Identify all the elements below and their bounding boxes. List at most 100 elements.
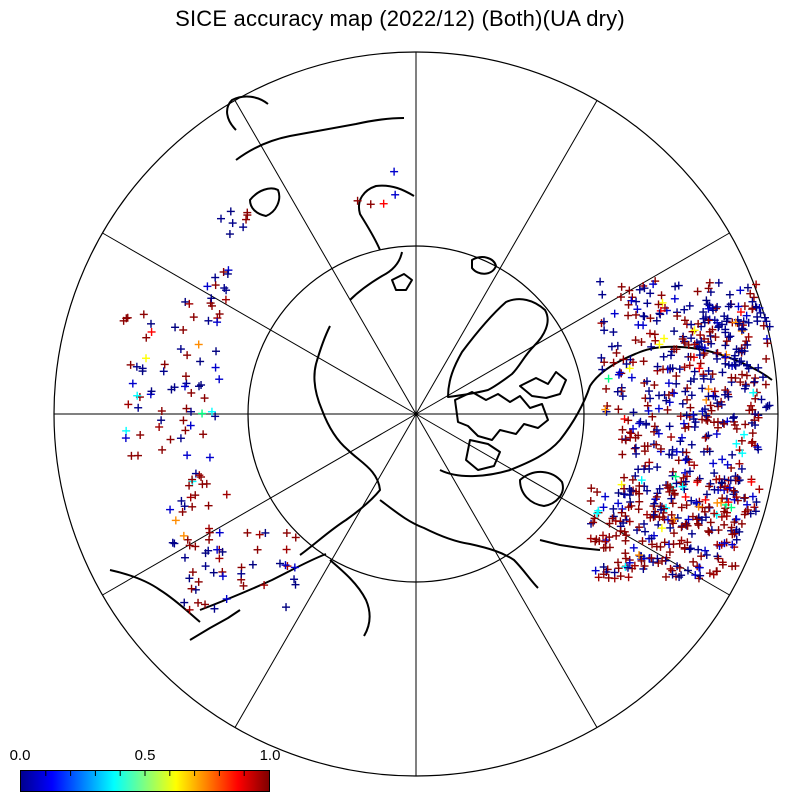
station-marker — [718, 560, 727, 569]
station-marker — [730, 412, 739, 421]
station-marker — [714, 526, 723, 535]
station-marker — [698, 415, 707, 424]
station-marker — [223, 269, 232, 278]
station-marker — [701, 513, 710, 522]
station-marker — [761, 380, 770, 389]
station-marker — [726, 332, 735, 341]
station-marker — [645, 329, 654, 338]
station-marker — [706, 375, 715, 384]
station-marker — [602, 384, 611, 393]
station-marker — [728, 540, 737, 549]
station-marker — [718, 455, 727, 464]
station-marker — [712, 475, 721, 484]
station-marker — [765, 401, 774, 410]
station-marker — [717, 400, 726, 409]
station-marker — [748, 437, 757, 446]
station-marker — [726, 476, 735, 485]
station-marker — [722, 337, 731, 346]
station-marker — [635, 489, 644, 498]
station-marker — [705, 447, 714, 456]
station-marker — [621, 554, 630, 563]
station-marker — [640, 465, 649, 474]
station-marker — [665, 398, 674, 407]
station-marker — [701, 433, 710, 442]
station-marker — [147, 327, 156, 336]
station-marker — [248, 560, 257, 569]
coastline-alaska — [379, 499, 539, 589]
station-marker — [763, 339, 772, 348]
station-marker — [601, 492, 610, 501]
station-marker — [695, 343, 704, 352]
station-marker — [222, 286, 231, 295]
station-marker — [612, 531, 621, 540]
station-marker — [687, 440, 696, 449]
station-marker — [644, 406, 653, 415]
coastline-europe-north — [235, 117, 405, 161]
station-marker — [205, 528, 214, 537]
station-marker — [696, 571, 705, 580]
station-marker — [736, 378, 745, 387]
station-marker — [237, 569, 246, 578]
station-marker — [194, 340, 203, 349]
station-marker — [637, 556, 646, 565]
station-marker — [721, 341, 730, 350]
station-marker — [680, 339, 689, 348]
station-marker — [660, 334, 669, 343]
station-marker — [166, 505, 175, 514]
station-marker — [709, 306, 718, 315]
station-marker — [748, 405, 757, 414]
station-marker — [715, 321, 724, 330]
station-marker — [727, 373, 736, 382]
station-marker — [734, 302, 743, 311]
station-marker — [741, 493, 750, 502]
station-marker — [142, 333, 151, 342]
station-marker — [650, 381, 659, 390]
station-marker — [670, 294, 679, 303]
station-marker — [680, 316, 689, 325]
station-marker — [748, 297, 757, 306]
station-marker — [720, 419, 729, 428]
station-marker — [614, 405, 623, 414]
station-marker — [215, 554, 224, 563]
station-marker — [587, 484, 596, 493]
station-marker — [703, 300, 712, 309]
station-marker — [635, 523, 644, 532]
station-marker — [634, 320, 643, 329]
station-marker — [744, 332, 753, 341]
station-marker — [700, 405, 709, 414]
station-marker — [738, 449, 747, 458]
station-marker — [178, 507, 187, 516]
station-marker — [639, 357, 648, 366]
station-marker — [712, 430, 721, 439]
station-marker — [617, 508, 626, 517]
station-marker — [599, 570, 608, 579]
station-marker — [179, 325, 188, 334]
station-marker — [672, 379, 681, 388]
station-marker — [713, 354, 722, 363]
station-marker — [225, 230, 234, 239]
station-marker — [186, 421, 195, 430]
station-marker — [625, 364, 634, 373]
station-marker — [729, 414, 738, 423]
station-marker — [620, 473, 629, 482]
station-marker — [711, 333, 720, 342]
station-marker — [605, 533, 614, 542]
station-marker — [683, 566, 692, 575]
station-marker — [714, 554, 723, 563]
station-marker — [695, 563, 704, 572]
station-marker — [713, 302, 722, 311]
station-marker — [664, 379, 673, 388]
station-marker — [228, 219, 237, 228]
station-marker — [185, 605, 194, 614]
station-marker — [366, 200, 375, 209]
station-marker — [661, 572, 670, 581]
meridian-line — [102, 413, 417, 596]
station-marker — [211, 412, 220, 421]
station-marker — [720, 520, 729, 529]
station-marker — [139, 310, 148, 319]
station-marker — [610, 568, 619, 577]
station-marker — [663, 405, 672, 414]
station-marker — [704, 392, 713, 401]
station-marker — [687, 334, 696, 343]
station-marker — [725, 290, 734, 299]
